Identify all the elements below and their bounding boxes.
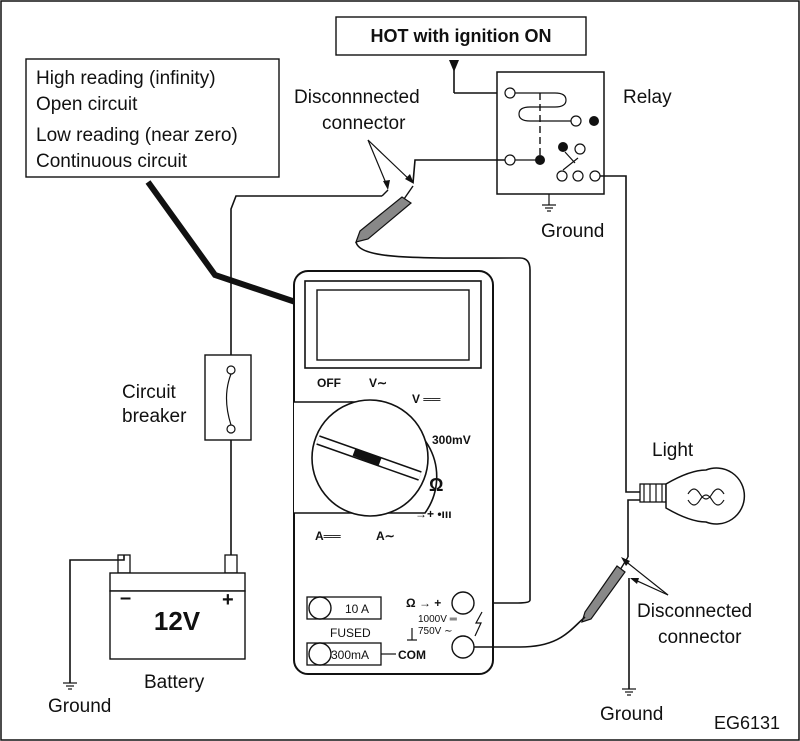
info-box: High reading (infinity) Open circuit Low… [25,58,280,178]
jack-max-ac-label: 750V ∼ [418,626,453,637]
jack-plus-label: Ω → + [406,596,441,610]
jack-10a-label: 10 A [345,602,369,616]
battery-plus: + [222,589,234,611]
meter-adc-label: A══ [315,529,341,543]
meter-ohm-label: Ω [429,475,443,495]
top-connector-arrows [367,139,414,190]
circuit-breaker [204,354,252,560]
relay-to-light-wire [600,175,640,493]
multimeter [293,270,494,675]
battery-voltage: 12V [154,606,201,636]
probe-wire-plus [355,241,531,604]
breaker-label-2: breaker [122,406,187,427]
battery-minus: – [120,587,131,609]
relay-label: Relay [623,87,672,108]
bottom-connector-arrows [621,557,669,596]
battery: – + 12V [63,554,246,690]
light-bulb [639,467,746,525]
info-line-4: Continuous circuit [36,151,188,172]
jack-300ma-label: 300mA [331,648,369,662]
battery-ground-label: Ground [48,696,111,717]
info-line-1: High reading (infinity) [36,68,216,89]
bottom-connector-label-1: Disconnected [637,601,752,622]
figure-id: EG6131 [714,713,780,733]
light-label: Light [652,440,694,461]
jack-max-dc-label: 1000V ═ [418,614,458,625]
bottom-connector-label-2: connector [658,627,742,648]
top-connector-label-2: connector [322,113,406,134]
jack-com-label: COM [398,648,426,662]
bottom-connector [581,499,640,696]
info-line-2: Open circuit [36,94,138,115]
info-line-3: Low reading (near zero) [36,125,238,146]
meter-mv-label: 300mV [432,433,471,447]
top-connector-label-1: Disconnnected [294,87,420,108]
probe-wire-com [474,616,586,648]
top-connector [230,159,505,362]
hot-label: HOT with ignition ON [371,26,552,46]
meter-vac-label: V∼ [369,376,387,390]
meter-off-label: OFF [317,376,341,390]
hot-label-box: HOT with ignition ON [335,16,587,56]
meter-diode-label: →+ •ııı [415,507,452,521]
breaker-label-1: Circuit [122,382,177,403]
relay [496,71,605,212]
relay-ground-label: Ground [541,221,604,242]
meter-vdc-label: V ══ [412,392,441,406]
meter-aac-label: A∼ [376,529,395,543]
light-ground-label: Ground [600,704,663,725]
battery-label: Battery [144,672,205,693]
jack-fused-label: FUSED [330,626,371,640]
